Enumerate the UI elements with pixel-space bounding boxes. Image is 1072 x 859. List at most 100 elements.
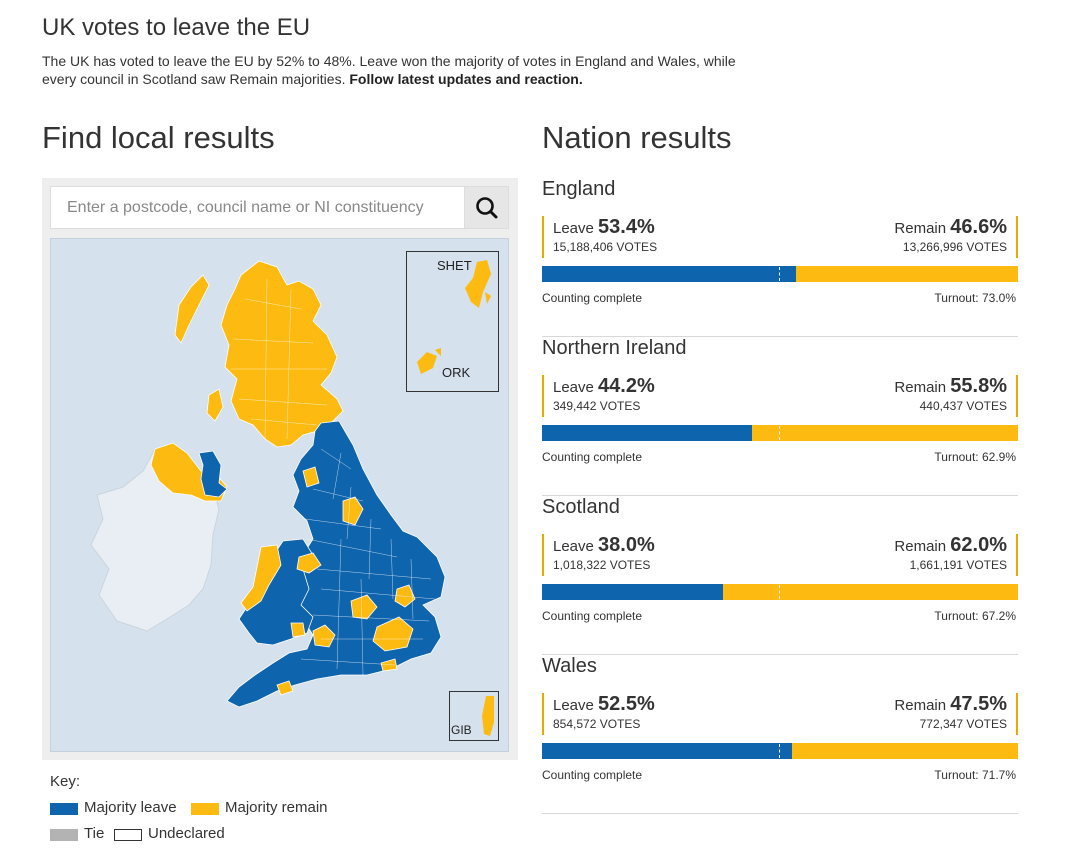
orkney-islands[interactable] bbox=[417, 348, 441, 374]
result-bar bbox=[542, 584, 1018, 600]
leave-label: Leave bbox=[553, 220, 594, 237]
map-key-title: Key: bbox=[50, 773, 81, 790]
brighton-remain-area[interactable] bbox=[380, 658, 398, 672]
remain-result: Remain 47.5% 772,347 VOTES bbox=[894, 693, 1018, 735]
nation-name: England bbox=[542, 178, 616, 200]
summary-text: The UK has voted to leave the EU by 52% … bbox=[42, 52, 742, 88]
key-remain-swatch bbox=[191, 803, 219, 815]
shetland-orkney-inset[interactable]: SHET ORK bbox=[406, 251, 499, 392]
leave-result: Leave 44.2% 349,442 VOTES bbox=[542, 375, 655, 417]
turnout: Turnout: 71.7% bbox=[934, 768, 1016, 782]
leave-percentage: 53.4% bbox=[598, 216, 655, 238]
remain-label: Remain bbox=[894, 697, 947, 714]
results-map[interactable]: SHET ORK GIB bbox=[50, 238, 509, 752]
counting-status: Counting complete bbox=[542, 609, 643, 623]
majority-midline bbox=[779, 585, 780, 599]
remain-label: Remain bbox=[894, 220, 947, 237]
gibraltar-inset[interactable]: GIB bbox=[449, 691, 499, 741]
key-undeclared-swatch bbox=[114, 829, 142, 841]
remain-result: Remain 62.0% 1,661,191 VOTES bbox=[894, 534, 1018, 576]
result-bar bbox=[542, 266, 1018, 282]
leave-bar-fill bbox=[542, 584, 723, 600]
search-input[interactable] bbox=[51, 187, 465, 228]
result-bar bbox=[542, 743, 1018, 759]
leave-votes: 854,572 VOTES bbox=[553, 717, 641, 731]
search-button[interactable] bbox=[464, 187, 508, 228]
key-remain-label: Majority remain bbox=[225, 799, 328, 816]
nation-name: Scotland bbox=[542, 496, 620, 518]
nation-result-northern-ireland[interactable]: Northern Ireland Leave 44.2% 349,442 VOTES… bbox=[542, 337, 1018, 496]
northern-ireland-leave-area[interactable] bbox=[198, 450, 228, 498]
arran-islay[interactable] bbox=[206, 388, 224, 422]
find-local-results-title: Find local results bbox=[42, 120, 275, 155]
western-isles[interactable] bbox=[174, 274, 210, 344]
leave-bar-fill bbox=[542, 266, 797, 282]
nation-result-england[interactable]: England Leave 53.4% 15,188,406 VOTES Remain… bbox=[542, 178, 1018, 337]
remain-label: Remain bbox=[894, 379, 947, 396]
nation-name: Northern Ireland bbox=[542, 337, 687, 359]
remain-votes: 440,437 VOTES bbox=[919, 399, 1007, 413]
gibraltar-region[interactable] bbox=[482, 696, 494, 736]
nation-result-wales[interactable]: Wales Leave 52.5% 854,572 VOTES Remain 47.5… bbox=[542, 655, 1018, 814]
remain-label: Remain bbox=[894, 538, 947, 555]
key-tie-swatch bbox=[50, 829, 78, 841]
remain-result: Remain 55.8% 440,437 VOTES bbox=[894, 375, 1018, 417]
scotland-region[interactable] bbox=[220, 260, 344, 448]
gwynedd-remain-area[interactable] bbox=[240, 544, 282, 612]
leave-percentage: 44.2% bbox=[598, 375, 655, 397]
leave-result: Leave 53.4% 15,188,406 VOTES bbox=[542, 216, 657, 258]
leave-result: Leave 52.5% 854,572 VOTES bbox=[542, 693, 655, 735]
summary-body: The UK has voted to leave the EU by 52% … bbox=[42, 53, 736, 87]
york-leeds-remain-area[interactable] bbox=[342, 496, 364, 526]
nation-result-scotland[interactable]: Scotland Leave 38.0% 1,018,322 VOTES Remain… bbox=[542, 496, 1018, 655]
remain-percentage: 62.0% bbox=[950, 534, 1007, 556]
search-icon bbox=[476, 197, 498, 219]
shetland-islands[interactable] bbox=[465, 260, 491, 308]
majority-midline bbox=[779, 267, 780, 281]
cambridge-remain-area[interactable] bbox=[394, 584, 416, 608]
leave-label: Leave bbox=[553, 379, 594, 396]
turnout: Turnout: 62.9% bbox=[934, 450, 1016, 464]
local-results-panel: SHET ORK GIB bbox=[42, 178, 518, 760]
remain-votes: 13,266,996 VOTES bbox=[902, 240, 1007, 254]
counting-status: Counting complete bbox=[542, 291, 643, 305]
result-bar bbox=[542, 425, 1018, 441]
london-remain-area[interactable] bbox=[372, 616, 414, 652]
orkney-label: ORK bbox=[442, 365, 471, 380]
leave-label: Leave bbox=[553, 538, 594, 555]
leave-bar-fill bbox=[542, 425, 753, 441]
key-undeclared-label: Undeclared bbox=[148, 825, 225, 842]
majority-midline bbox=[779, 426, 780, 440]
leave-bar-fill bbox=[542, 743, 792, 759]
nation-name: Wales bbox=[542, 655, 597, 677]
shetland-label: SHET bbox=[437, 258, 472, 273]
cardiff-remain-area[interactable] bbox=[290, 622, 306, 638]
nation-results-title: Nation results bbox=[542, 120, 732, 155]
leave-votes: 349,442 VOTES bbox=[553, 399, 641, 413]
remain-percentage: 47.5% bbox=[950, 693, 1007, 715]
liverpool-manchester-remain-area[interactable] bbox=[296, 552, 322, 574]
remain-votes: 772,347 VOTES bbox=[919, 717, 1007, 731]
remain-votes: 1,661,191 VOTES bbox=[909, 558, 1007, 572]
remain-percentage: 46.6% bbox=[950, 216, 1007, 238]
leave-label: Leave bbox=[553, 697, 594, 714]
council-boundaries bbox=[231, 278, 436, 676]
key-leave-swatch bbox=[50, 803, 78, 815]
newcastle-remain-area[interactable] bbox=[302, 466, 320, 488]
leave-votes: 1,018,322 VOTES bbox=[553, 558, 651, 572]
counting-status: Counting complete bbox=[542, 450, 643, 464]
key-tie-label: Tie bbox=[84, 825, 105, 842]
follow-updates-link[interactable]: Follow latest updates and reaction. bbox=[349, 71, 583, 87]
remain-result: Remain 46.6% 13,266,996 VOTES bbox=[894, 216, 1018, 258]
page-headline: UK votes to leave the EU bbox=[42, 14, 311, 41]
turnout: Turnout: 67.2% bbox=[934, 609, 1016, 623]
majority-midline bbox=[779, 744, 780, 758]
leave-percentage: 38.0% bbox=[598, 534, 655, 556]
leave-votes: 15,188,406 VOTES bbox=[553, 240, 658, 254]
bristol-remain-area[interactable] bbox=[312, 624, 336, 648]
leave-percentage: 52.5% bbox=[598, 693, 655, 715]
oxford-cambridge-remain-area[interactable] bbox=[350, 594, 378, 620]
exeter-remain-area[interactable] bbox=[276, 680, 294, 696]
counting-status: Counting complete bbox=[542, 768, 643, 782]
leave-result: Leave 38.0% 1,018,322 VOTES bbox=[542, 534, 655, 576]
